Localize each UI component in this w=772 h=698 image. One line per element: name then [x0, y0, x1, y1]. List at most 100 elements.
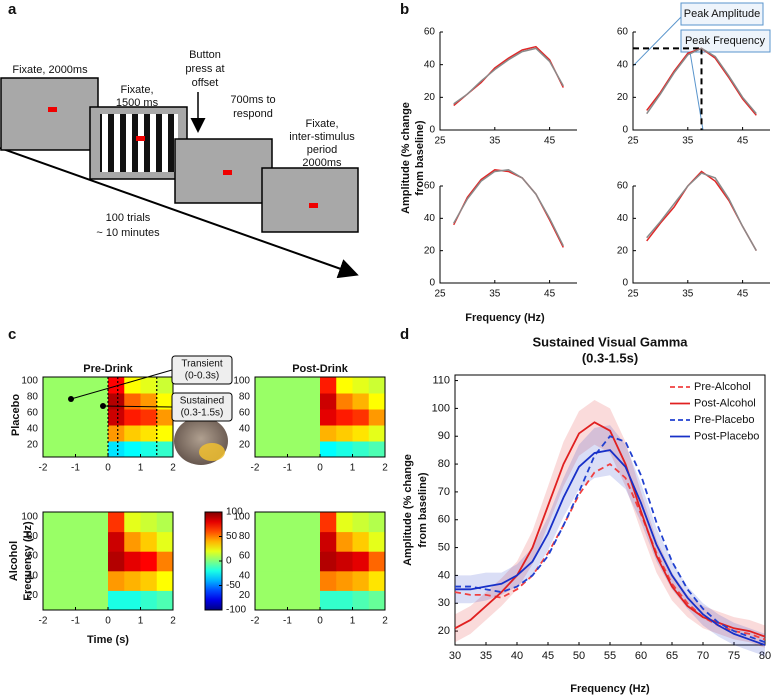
x-tick-label: 2	[382, 463, 388, 474]
series-line	[454, 462, 766, 641]
step-label: 1500 ms	[116, 97, 159, 109]
x-tick-label: 45	[542, 650, 554, 662]
series-line	[455, 435, 766, 644]
panel-label: a	[8, 1, 17, 18]
column-title: Pre-Drink	[83, 363, 133, 375]
heat-cell	[91, 590, 109, 611]
x-tick-label: -2	[39, 463, 48, 474]
heat-cell	[271, 551, 288, 572]
window-label: (0.3-1.5s)	[181, 408, 224, 419]
x-tick-label: 25	[434, 289, 446, 300]
heat-cell	[271, 531, 288, 552]
y-tick-label: 60	[438, 514, 450, 526]
error-band	[455, 425, 765, 657]
x-tick-label: -1	[71, 463, 80, 474]
heat-cell	[320, 512, 337, 533]
y-tick-label: 60	[617, 27, 629, 38]
x-tick-label: 60	[635, 650, 647, 662]
heat-cell	[108, 425, 125, 442]
chart-title: Sustained Visual Gamma	[532, 334, 688, 349]
annotation: Peak Amplitude	[684, 8, 760, 20]
y-tick-label: 40	[239, 424, 251, 435]
heat-cell	[59, 441, 76, 458]
y-tick-label: 20	[239, 590, 251, 601]
heat-cell	[124, 409, 141, 426]
heat-cell	[287, 441, 305, 458]
window-label: Sustained	[180, 396, 224, 407]
heat-cell	[156, 409, 174, 426]
x-tick-label: 2	[382, 616, 388, 627]
y-tick-label: 80	[239, 531, 251, 542]
heat-cell	[303, 551, 321, 572]
y-tick-label: 100	[21, 512, 38, 523]
series-line	[455, 449, 766, 646]
heat-cell	[368, 441, 386, 458]
y-tick-label: 20	[27, 590, 39, 601]
chart-title: (0.3-1.5s)	[582, 350, 638, 365]
heat-cell	[91, 393, 109, 410]
heat-cell	[59, 393, 76, 410]
heat-cell	[124, 512, 141, 533]
x-tick-label: 75	[728, 650, 740, 662]
fixation	[136, 136, 145, 141]
heat-cell	[124, 590, 141, 611]
y-tick-label: 100	[233, 512, 250, 523]
heat-cell	[303, 441, 321, 458]
x-tick-label: 55	[604, 650, 616, 662]
heat-cell	[140, 441, 158, 458]
heat-cell	[336, 393, 353, 410]
series-line	[646, 172, 757, 252]
x-tick-label: 25	[627, 289, 639, 300]
y-tick-label: 20	[239, 440, 251, 451]
heat-cell	[336, 570, 353, 591]
heat-cell	[108, 512, 125, 533]
heat-cell	[43, 441, 60, 458]
x-tick-label: 1	[350, 463, 356, 474]
heat-cell	[352, 409, 370, 426]
heat-cell	[140, 425, 158, 442]
callout-line	[689, 51, 704, 131]
timeline-arrow	[0, 147, 359, 279]
y-tick-label: 80	[239, 392, 251, 403]
heat-cell	[59, 590, 76, 611]
x-tick-label: 45	[737, 136, 749, 147]
series-line	[453, 169, 564, 247]
step-label: Button	[189, 49, 221, 61]
heat-cell	[108, 377, 125, 394]
step-label: period	[307, 144, 338, 156]
heat-cell	[255, 425, 272, 442]
y-tick-label: 60	[424, 27, 436, 38]
y-tick-label: 60	[27, 408, 39, 419]
heat-cell	[303, 425, 321, 442]
callout-box	[680, 2, 764, 26]
heat-cell	[287, 393, 305, 410]
y-axis-label: Amplitude (% change	[402, 454, 414, 566]
x-tick-label: 1	[138, 463, 144, 474]
heat-cell	[352, 393, 370, 410]
y-tick-label: 60	[617, 181, 629, 192]
x-tick-label: -2	[251, 463, 260, 474]
step-label: Fixate, 2000ms	[12, 64, 88, 76]
x-tick-label: -2	[251, 616, 260, 627]
heat-cell	[287, 531, 305, 552]
heat-cell	[287, 590, 305, 611]
heat-cell	[352, 441, 370, 458]
x-tick-label: -2	[39, 616, 48, 627]
heat-cell	[75, 425, 93, 442]
x-tick-label: 25	[627, 136, 639, 147]
y-axis-label: Frequency (Hz)	[22, 521, 34, 601]
panel-a	[0, 77, 359, 279]
heat-cell	[255, 570, 272, 591]
heat-cell	[352, 551, 370, 572]
callout-line	[102, 405, 173, 408]
heat-cell	[271, 570, 288, 591]
heat-cell	[368, 590, 386, 611]
grating	[100, 114, 178, 172]
y-tick-label: 0	[429, 125, 435, 136]
heat-cell	[303, 393, 321, 410]
heat-cell	[271, 441, 288, 458]
y-tick-label: 20	[617, 92, 629, 103]
callout-box	[171, 392, 233, 422]
heat-cell	[271, 425, 288, 442]
